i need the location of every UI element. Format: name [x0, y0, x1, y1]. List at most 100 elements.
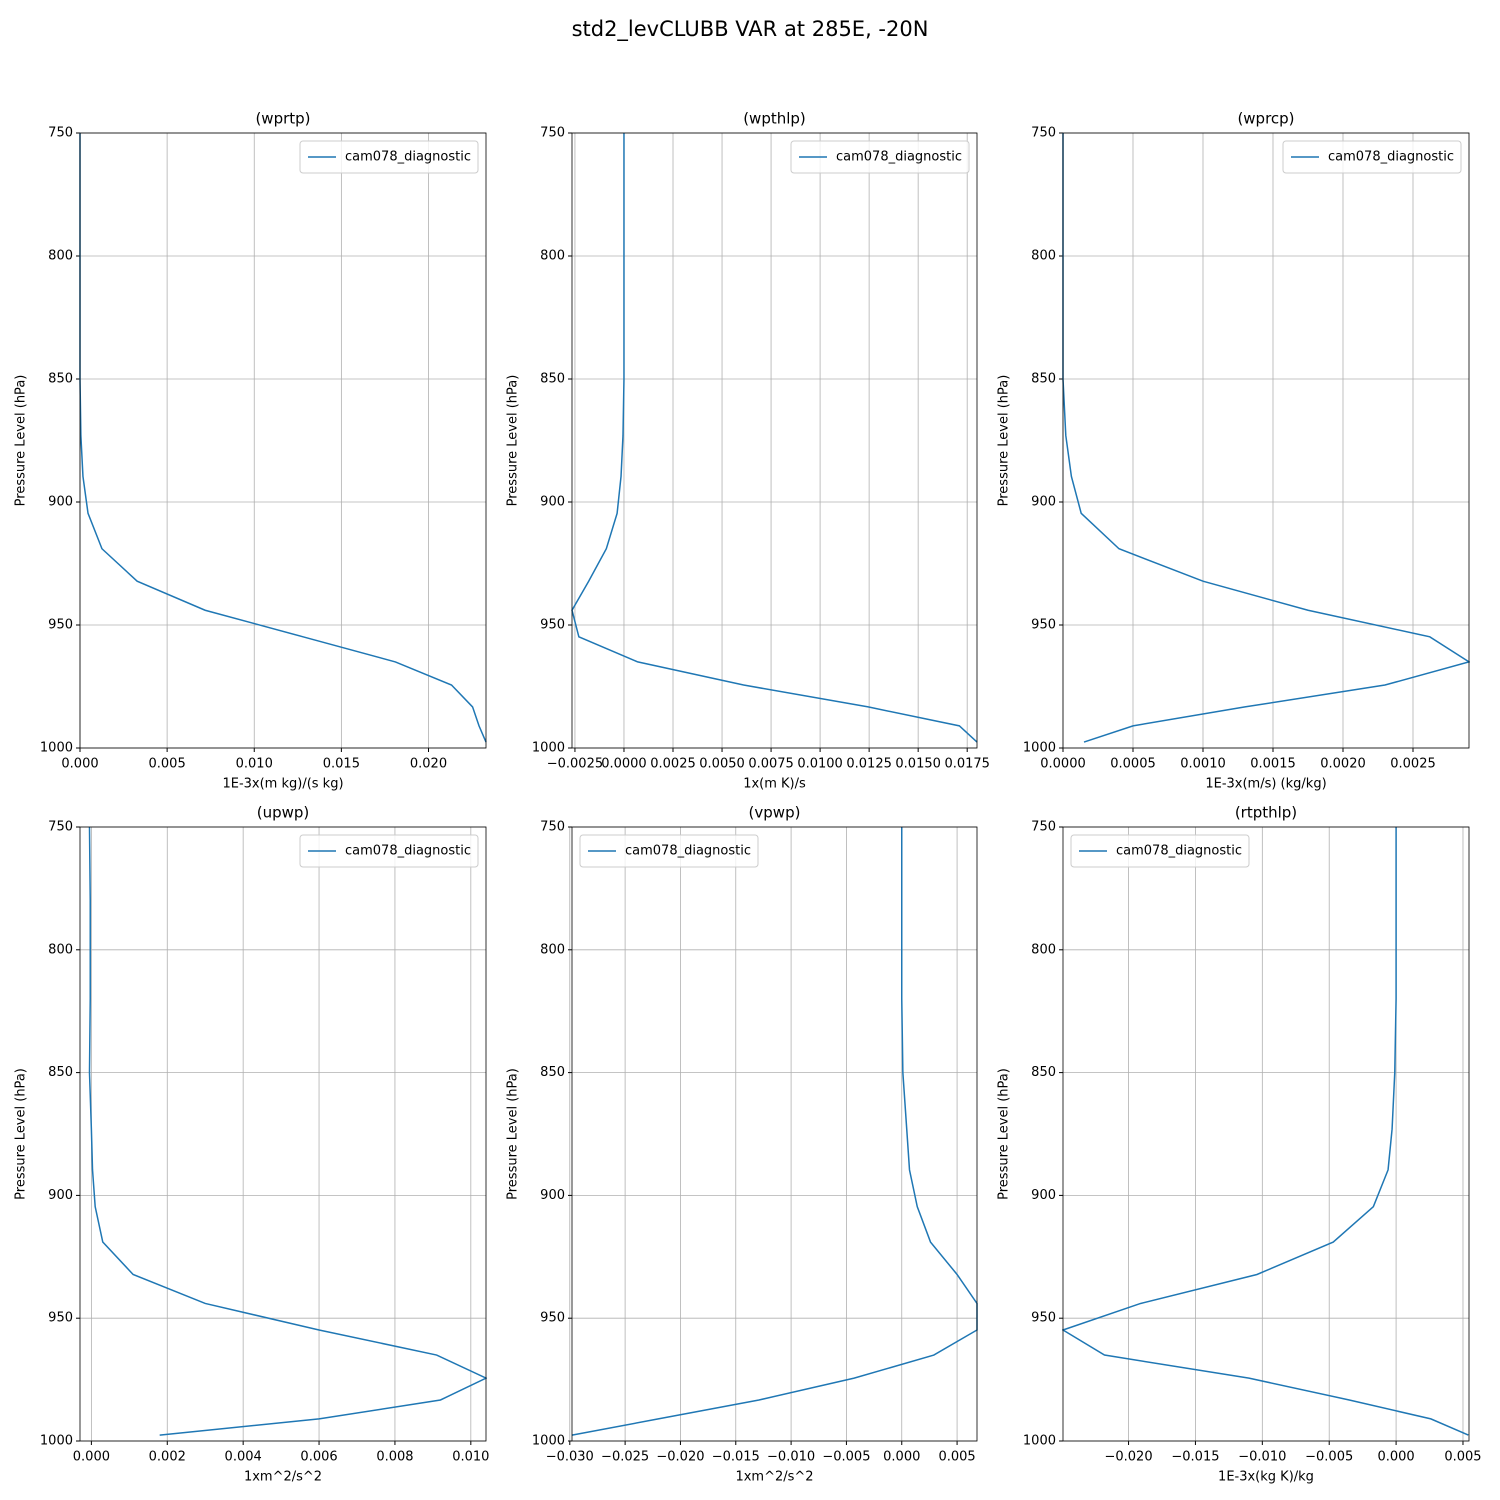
x-tick-label: 0.006 [300, 1450, 337, 1465]
x-tick-label: 0.0020 [1320, 757, 1366, 772]
x-tick-label: −0.005 [1305, 1450, 1353, 1465]
legend: cam078_diagnostic [1282, 140, 1462, 174]
data-line [571, 827, 978, 1436]
y-tick-label: 850 [540, 372, 565, 387]
y-tick-label: 950 [48, 1311, 73, 1326]
x-tick-label: 0.0000 [601, 757, 647, 772]
legend-box [299, 140, 479, 174]
x-axis-label: 1E-3x(m/s) (kg/kg) [1205, 777, 1326, 792]
y-tick-label: 950 [540, 618, 565, 633]
y-tick-label: 900 [48, 1188, 73, 1203]
x-tick-label: 0.000 [883, 1450, 920, 1465]
y-tick-label: 850 [540, 1065, 565, 1080]
x-tick-label: 0.0015 [1250, 757, 1296, 772]
y-tick-label: 800 [48, 249, 73, 264]
legend-label: cam078_diagnostic [1328, 150, 1454, 165]
y-tick-label: 750 [540, 820, 565, 835]
x-tick-label: 0.000 [61, 757, 98, 772]
y-tick-label: 800 [540, 249, 565, 264]
y-tick-label: 950 [48, 618, 73, 633]
y-axis-label: Pressure Level (hPa) [997, 1068, 1012, 1200]
y-tick-label: 900 [540, 1188, 565, 1203]
y-axis-label: Pressure Level (hPa) [14, 1068, 29, 1200]
x-tick-label: −0.010 [1238, 1450, 1286, 1465]
axes-frame [1062, 132, 1470, 749]
y-tick-label: 1000 [532, 1434, 565, 1449]
y-tick-label: 900 [540, 495, 565, 510]
x-tick-label: 0.0150 [895, 757, 941, 772]
figure-title: std2_levCLUBB VAR at 285E, -20N [572, 17, 929, 42]
y-tick-label: 750 [48, 820, 73, 835]
x-tick-label: 0.0075 [748, 757, 794, 772]
legend-box [1070, 834, 1250, 868]
x-tick-label: −0.015 [1171, 1450, 1219, 1465]
y-tick-label: 1000 [1023, 1434, 1056, 1449]
x-tick-label: 0.0050 [699, 757, 745, 772]
subplot-title: (wprcp) [1237, 110, 1294, 128]
axes-frame [571, 132, 978, 749]
y-tick-label: 750 [1031, 820, 1056, 835]
x-axis-label: 1E-3x(m kg)/(s kg) [222, 777, 343, 792]
x-tick-label: 0.020 [410, 757, 447, 772]
y-tick-label: 1000 [40, 1434, 73, 1449]
legend-box [579, 834, 759, 868]
subplot-title: (wprtp) [255, 110, 310, 128]
y-tick-label: 850 [1031, 372, 1056, 387]
x-tick-label: −0.020 [1104, 1450, 1152, 1465]
plot-area [80, 133, 486, 748]
data-line [88, 826, 487, 1436]
x-tick-label: −0.025 [601, 1450, 649, 1465]
x-tick-label: 0.002 [149, 1450, 186, 1465]
x-tick-label: 0.0025 [1390, 757, 1436, 772]
subplot-title: (rtpthlp) [1235, 804, 1297, 822]
x-tick-label: 0.0125 [846, 757, 892, 772]
x-axis-label: 1xm^2/s^2 [244, 1470, 322, 1485]
axes-frame [79, 132, 487, 749]
y-tick-label: 750 [48, 126, 73, 141]
x-tick-label: 0.000 [73, 1450, 110, 1465]
y-tick-label: 1000 [40, 741, 73, 756]
y-tick-label: 850 [48, 1065, 73, 1080]
x-tick-label: −0.020 [656, 1450, 704, 1465]
x-tick-label: 0.0025 [650, 757, 696, 772]
x-tick-label: 0.004 [225, 1450, 262, 1465]
x-tick-label: −0.0025 [547, 757, 603, 772]
axes-frame [571, 826, 978, 1442]
legend-label: cam078_diagnostic [345, 844, 471, 859]
plot-area [1063, 827, 1469, 1441]
x-tick-label: 0.008 [376, 1450, 413, 1465]
subplot-title: (wpthlp) [743, 110, 806, 128]
x-tick-label: 0.010 [452, 1450, 489, 1465]
y-tick-label: 900 [1031, 1188, 1056, 1203]
y-tick-label: 750 [1031, 126, 1056, 141]
y-tick-label: 950 [1031, 618, 1056, 633]
plot-area [1063, 133, 1469, 748]
plot-area [80, 827, 486, 1441]
legend: cam078_diagnostic [790, 140, 970, 174]
y-tick-label: 1000 [532, 741, 565, 756]
y-axis-label: Pressure Level (hPa) [506, 1068, 521, 1200]
x-tick-label: 0.0005 [1110, 757, 1156, 772]
y-tick-label: 950 [540, 1311, 565, 1326]
x-tick-label: 0.000 [1377, 1450, 1414, 1465]
legend-label: cam078_diagnostic [836, 150, 962, 165]
x-axis-label: 1xm^2/s^2 [735, 1470, 813, 1485]
legend-box [1282, 140, 1462, 174]
x-tick-label: 0.0100 [797, 757, 843, 772]
x-axis-label: 1x(m K)/s [743, 777, 806, 792]
x-tick-label: 0.005 [1444, 1450, 1481, 1465]
y-tick-label: 800 [1031, 249, 1056, 264]
y-tick-label: 900 [48, 495, 73, 510]
plot-area [572, 133, 977, 748]
x-tick-label: −0.005 [822, 1450, 870, 1465]
legend-label: cam078_diagnostic [625, 844, 751, 859]
axes-frame [1062, 826, 1470, 1442]
legend: cam078_diagnostic [299, 140, 479, 174]
legend: cam078_diagnostic [579, 834, 759, 868]
x-tick-label: 0.0010 [1180, 757, 1226, 772]
legend-box [299, 834, 479, 868]
y-axis-label: Pressure Level (hPa) [14, 375, 29, 507]
x-tick-label: 0.005 [149, 757, 186, 772]
legend-label: cam078_diagnostic [345, 150, 471, 165]
